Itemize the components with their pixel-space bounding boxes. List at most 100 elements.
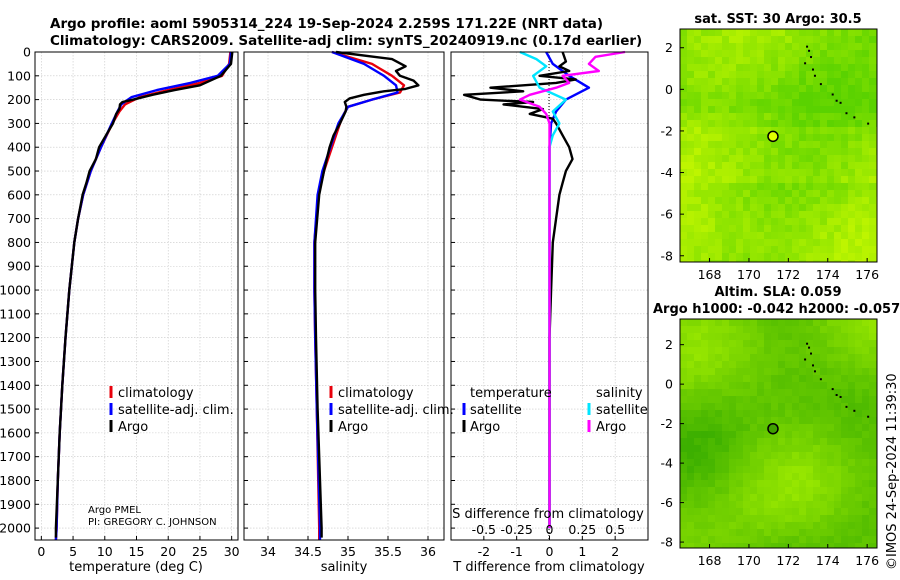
map-cell <box>799 494 806 501</box>
map-cell <box>694 445 701 452</box>
map-cell <box>820 480 827 487</box>
map-cell <box>827 375 834 382</box>
map-cell <box>743 176 750 183</box>
map-cell <box>827 466 834 473</box>
map-cell <box>708 424 715 431</box>
map-cell <box>848 225 855 232</box>
map-cell <box>841 253 848 260</box>
map-cell <box>715 197 722 204</box>
map-cell <box>729 225 736 232</box>
map-cell <box>764 340 771 347</box>
map-cell <box>722 64 729 71</box>
map-cell <box>785 424 792 431</box>
map-cell <box>841 333 848 340</box>
map-cell <box>736 459 743 466</box>
map-cell <box>848 424 855 431</box>
map-cell <box>869 361 876 368</box>
ytick-label: 1500 <box>0 402 31 417</box>
map-cell <box>841 92 848 99</box>
map-cell <box>827 190 834 197</box>
map-cell <box>771 36 778 43</box>
map-cell <box>729 480 736 487</box>
map-cell <box>785 127 792 134</box>
series-line-argo <box>54 51 234 538</box>
map-cell <box>855 64 862 71</box>
map-cell <box>729 368 736 375</box>
map-cell <box>729 218 736 225</box>
map-cell <box>687 494 694 501</box>
map-cell <box>701 92 708 99</box>
map-cell <box>792 431 799 438</box>
map-cell <box>834 92 841 99</box>
map-cell <box>820 431 827 438</box>
map-cell <box>715 480 722 487</box>
map-cell <box>785 246 792 253</box>
map-cell <box>806 197 813 204</box>
map-cell <box>736 57 743 64</box>
map-cell <box>785 211 792 218</box>
map-cell <box>792 459 799 466</box>
map-cell <box>778 382 785 389</box>
map-cell <box>743 113 750 120</box>
map-cell <box>862 333 869 340</box>
temperature-ticks: 0100200300400500600700800900100011001200… <box>0 45 240 560</box>
map-cell <box>764 253 771 260</box>
map-cell <box>743 508 750 515</box>
map-cell <box>736 127 743 134</box>
map-cell <box>750 57 757 64</box>
map-cell <box>715 340 722 347</box>
map-cell <box>820 253 827 260</box>
map-cell <box>701 354 708 361</box>
map-cell <box>715 169 722 176</box>
map-cell <box>813 106 820 113</box>
map-cell <box>708 64 715 71</box>
map-cell <box>708 176 715 183</box>
map-cell <box>757 354 764 361</box>
map-cell <box>813 333 820 340</box>
map-cell <box>771 389 778 396</box>
map-cell <box>792 141 799 148</box>
map-cell <box>869 99 876 106</box>
map-cell <box>687 480 694 487</box>
map-cell <box>834 368 841 375</box>
map-cell <box>792 543 799 548</box>
map-cell <box>680 155 687 162</box>
map-cell <box>820 99 827 106</box>
map-cell <box>680 113 687 120</box>
map-cell <box>715 396 722 403</box>
map-cell <box>694 522 701 529</box>
map-cell <box>680 57 687 64</box>
map-cell <box>736 361 743 368</box>
map-cell <box>722 487 729 494</box>
map-cell <box>785 197 792 204</box>
salinity-panel: 34 34.5 35 35.5 36 salinity climatology sate… <box>243 50 454 575</box>
map-cell <box>694 162 701 169</box>
map-cell <box>722 410 729 417</box>
map-cell <box>785 361 792 368</box>
map-cell <box>841 106 848 113</box>
map-cell <box>764 466 771 473</box>
map-cell <box>778 36 785 43</box>
map-cell <box>708 326 715 333</box>
map-cell <box>869 169 876 176</box>
map-cell <box>841 368 848 375</box>
map-cell <box>750 141 757 148</box>
map-cell <box>799 169 806 176</box>
map-cell <box>750 347 757 354</box>
top-tick-label: -0.25 <box>500 522 532 537</box>
map-cell <box>799 417 806 424</box>
map-cell <box>764 232 771 239</box>
map-cell <box>869 319 876 326</box>
map-cell <box>694 452 701 459</box>
map-cell <box>799 43 806 50</box>
map-cell <box>841 78 848 85</box>
map-cell <box>743 232 750 239</box>
map-cell <box>820 260 827 262</box>
map-cell <box>834 99 841 106</box>
map-cell <box>680 183 687 190</box>
map-cell <box>701 473 708 480</box>
map-cell <box>855 218 862 225</box>
map-cell <box>806 218 813 225</box>
map-cell <box>680 50 687 57</box>
map-cell <box>701 480 708 487</box>
